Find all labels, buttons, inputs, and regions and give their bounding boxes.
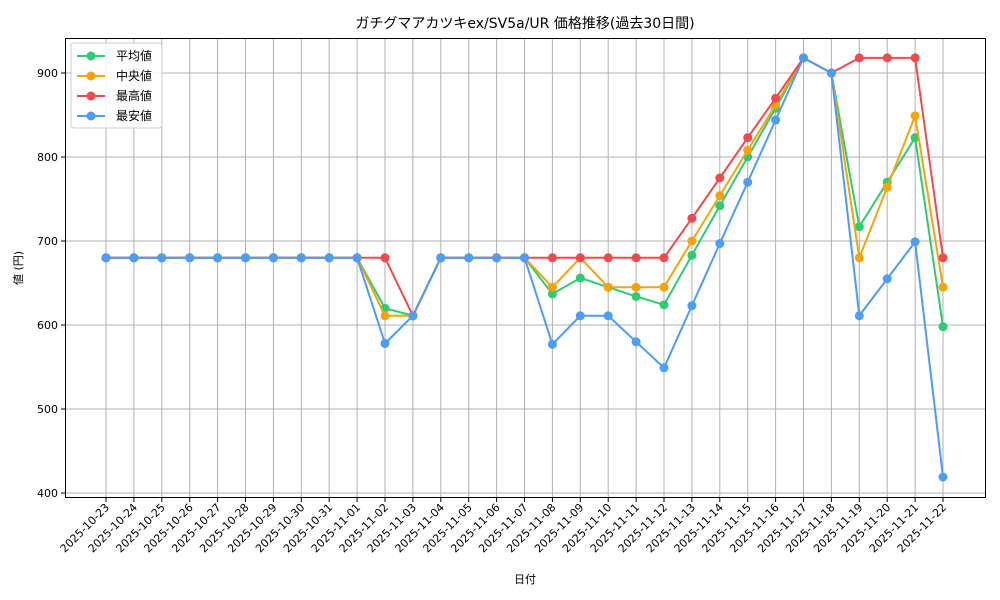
data-point [659, 282, 669, 292]
data-point [603, 282, 613, 292]
legend-label: 平均値 [116, 48, 152, 63]
data-point [631, 282, 641, 292]
series-line [101, 53, 948, 482]
data-point [715, 173, 725, 183]
series-layer [101, 53, 948, 482]
y-tick-label: 400 [37, 487, 58, 500]
data-point [380, 338, 390, 348]
data-point [380, 253, 390, 263]
data-point [687, 250, 697, 260]
data-point [575, 311, 585, 321]
data-point [520, 253, 529, 263]
data-point [659, 363, 669, 373]
data-point [603, 253, 613, 263]
legend-marker-icon [86, 91, 96, 101]
data-point [687, 236, 697, 246]
legend-marker-icon [86, 111, 96, 121]
data-point [938, 472, 948, 482]
data-point [715, 239, 725, 249]
data-point [854, 253, 864, 263]
data-point [631, 253, 641, 263]
y-tick-label: 900 [37, 67, 58, 80]
data-point [743, 145, 753, 155]
data-point [882, 274, 892, 284]
data-point [854, 53, 864, 63]
data-point [771, 93, 781, 103]
data-point [408, 311, 418, 321]
data-point [241, 253, 250, 263]
data-point [771, 115, 781, 125]
y-tick-label: 700 [37, 235, 58, 248]
data-point [799, 53, 808, 63]
data-point [157, 253, 167, 263]
data-point [938, 253, 948, 263]
data-point [910, 53, 920, 63]
data-point [910, 111, 920, 121]
data-point [715, 201, 725, 211]
data-point [659, 253, 669, 263]
data-point [268, 253, 278, 263]
y-axis-ticks: 400 500 600 700 800 900 [37, 67, 66, 500]
data-point [352, 253, 362, 263]
legend-label: 最高値 [116, 88, 152, 103]
data-point [296, 253, 306, 263]
data-point [464, 253, 474, 263]
data-point [631, 337, 641, 347]
data-point [743, 133, 753, 143]
data-point [603, 311, 613, 321]
legend-box [70, 42, 163, 129]
grid-lines [65, 38, 986, 498]
data-point [547, 289, 557, 299]
y-tick-label: 800 [37, 151, 58, 164]
y-tick-label: 600 [37, 319, 58, 332]
legend-item: 平均値 [77, 48, 152, 63]
data-point [185, 253, 195, 263]
data-point [436, 253, 446, 263]
data-point [659, 300, 669, 310]
data-point [324, 253, 334, 263]
data-point [826, 68, 836, 78]
data-point [743, 177, 753, 187]
data-point [101, 253, 111, 263]
data-point [882, 53, 892, 63]
data-point [492, 253, 502, 263]
data-point [575, 273, 585, 283]
legend-item: 最安値 [77, 108, 152, 123]
data-point [687, 213, 697, 223]
data-point [380, 311, 390, 321]
data-point [547, 282, 557, 292]
data-point [715, 191, 725, 201]
legend-label: 中央値 [116, 68, 152, 83]
data-point [882, 182, 892, 192]
data-point [938, 282, 948, 292]
data-point [547, 253, 557, 263]
legend-label: 最安値 [116, 108, 152, 123]
x-axis-label: 日付 [514, 573, 536, 586]
data-point [575, 253, 585, 263]
legend-item: 最高値 [77, 88, 152, 103]
legend-marker-icon [86, 71, 96, 81]
data-point [854, 222, 864, 232]
data-point [129, 253, 139, 263]
y-tick-label: 500 [37, 403, 58, 416]
data-point [938, 322, 948, 332]
y-axis-label: 値 (円) [12, 251, 25, 285]
data-point [687, 301, 697, 311]
data-point [547, 339, 557, 349]
chart-title: ガチグマアカツキex/SV5a/UR 価格推移(過去30日間) [355, 16, 694, 32]
data-point [213, 253, 223, 263]
data-point [910, 237, 920, 247]
legend-item: 中央値 [77, 68, 152, 83]
x-axis-ticks: 2025-10-232025-10-242025-10-252025-10-26… [58, 497, 949, 555]
legend-marker-icon [86, 51, 96, 61]
plot-area-frame [65, 38, 986, 498]
data-point [631, 291, 641, 301]
data-point [854, 311, 864, 321]
